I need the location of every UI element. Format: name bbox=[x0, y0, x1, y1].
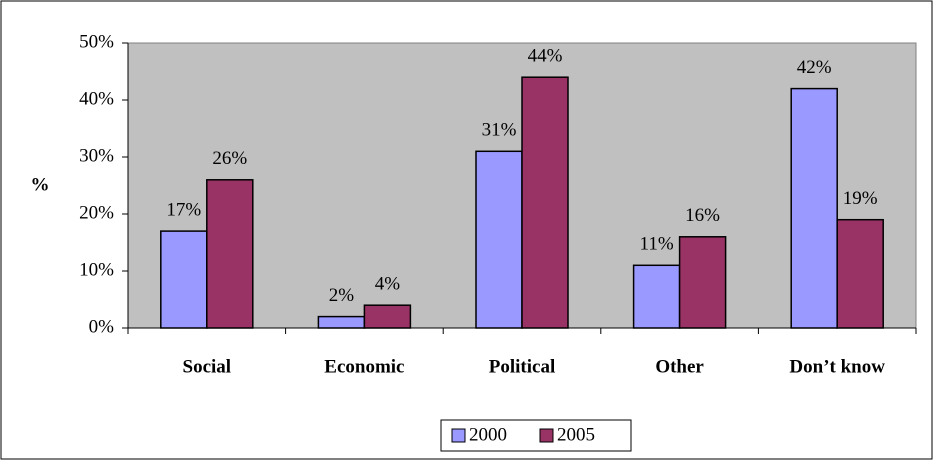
legend-label: 2000 bbox=[469, 424, 507, 445]
y-tick-label: 30% bbox=[79, 145, 114, 166]
data-label: 44% bbox=[528, 46, 563, 67]
data-label: 11% bbox=[640, 234, 674, 255]
bar bbox=[363, 304, 412, 329]
bar bbox=[790, 87, 838, 329]
data-label: 31% bbox=[482, 120, 517, 141]
legend-swatch bbox=[451, 428, 466, 443]
bar bbox=[678, 236, 727, 329]
y-tick-label: 20% bbox=[79, 202, 114, 223]
data-label: 4% bbox=[375, 274, 401, 295]
y-tick-label: 0% bbox=[89, 316, 115, 337]
legend-label: 2005 bbox=[557, 424, 595, 445]
bar bbox=[836, 218, 884, 329]
bar bbox=[206, 179, 254, 329]
data-label: 17% bbox=[166, 199, 201, 220]
data-label: 16% bbox=[685, 205, 720, 226]
x-tick-label: Social bbox=[183, 356, 232, 377]
data-label: 42% bbox=[797, 57, 832, 78]
x-tick-label: Economic bbox=[324, 356, 404, 377]
x-tick-label: Political bbox=[489, 356, 555, 377]
bar bbox=[160, 230, 208, 329]
data-label: 26% bbox=[212, 148, 247, 169]
bar bbox=[475, 150, 523, 329]
x-tick-label: Other bbox=[655, 356, 704, 377]
y-tick-label: 50% bbox=[79, 31, 114, 52]
y-tick-label: 40% bbox=[79, 88, 114, 109]
bar bbox=[632, 264, 681, 329]
y-tick-label: 10% bbox=[79, 259, 114, 280]
data-label: 19% bbox=[843, 188, 878, 209]
y-axis-label: % bbox=[31, 174, 50, 195]
x-tick-label: Don’t know bbox=[789, 356, 885, 377]
legend-box bbox=[440, 419, 632, 452]
bar bbox=[521, 76, 569, 329]
bar bbox=[317, 315, 366, 329]
legend-swatch bbox=[539, 428, 554, 443]
data-label: 2% bbox=[329, 285, 355, 306]
